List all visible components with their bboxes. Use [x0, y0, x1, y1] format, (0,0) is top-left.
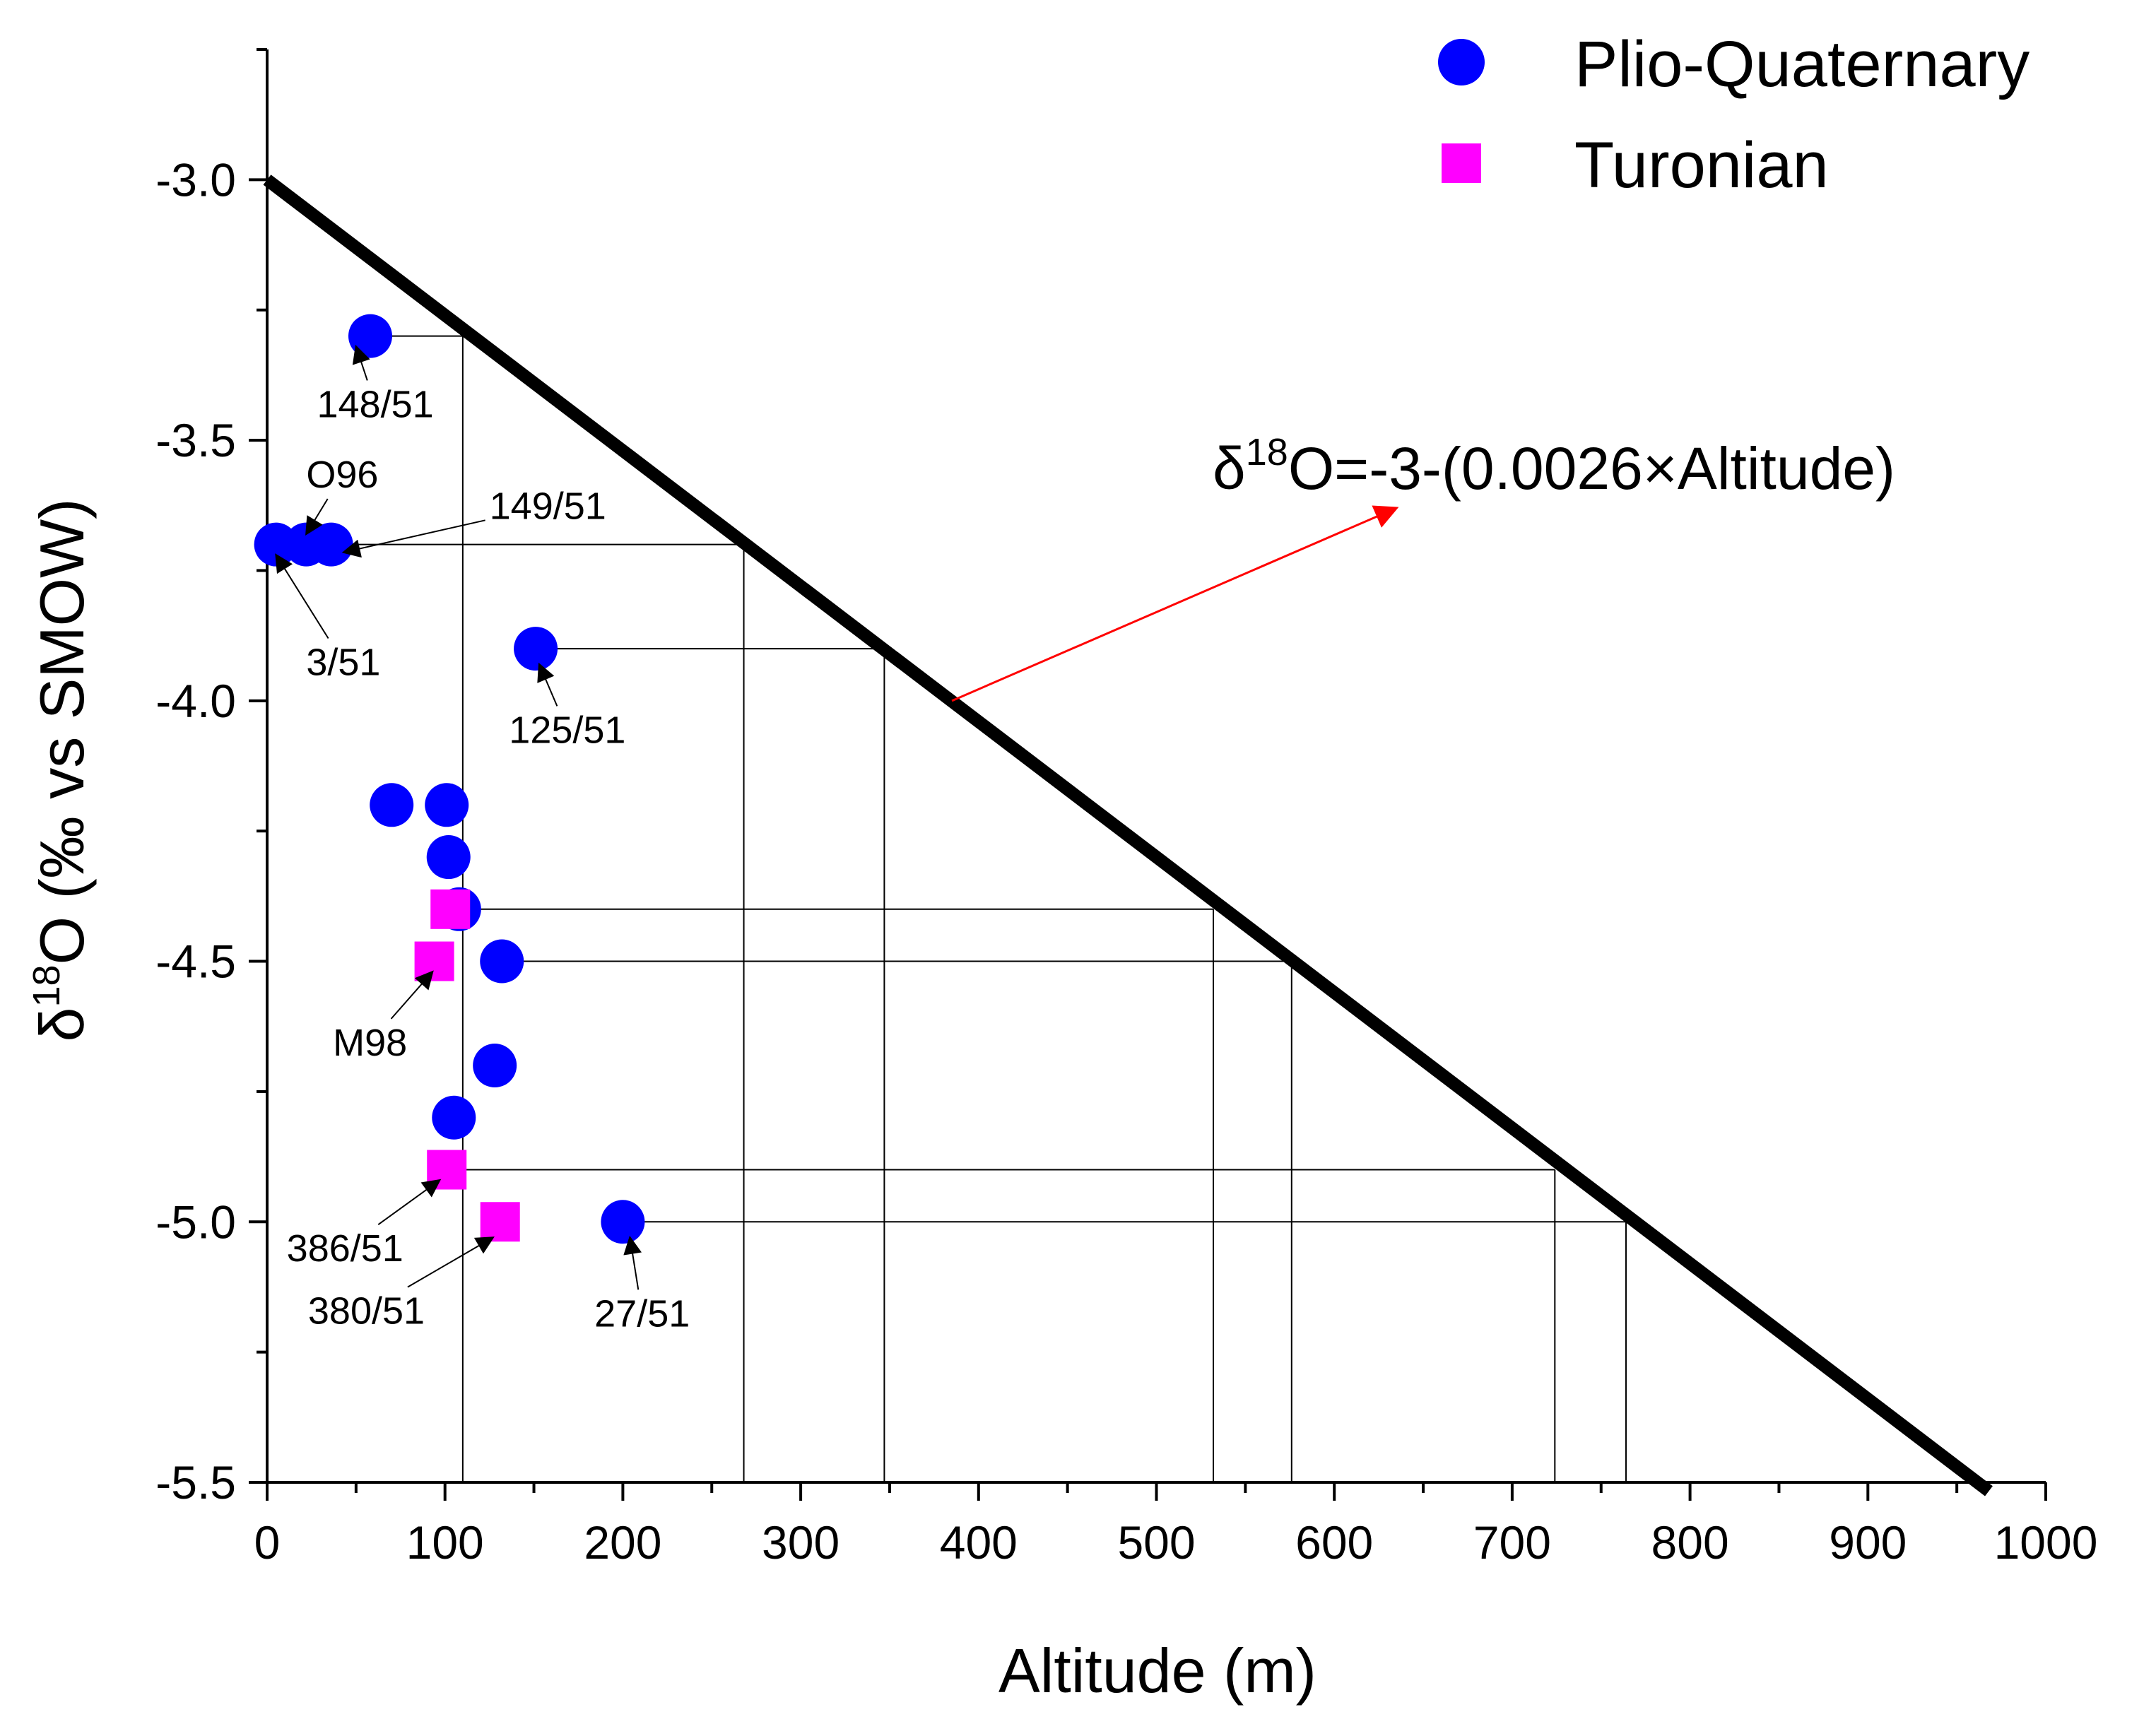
annotation-label-m98: M98	[333, 1022, 407, 1064]
y-tick-label--4.5: -4.5	[155, 935, 236, 988]
annotations: 148/51 O96 149/51 3/51 125/51 M98 386/51 380/51…	[275, 344, 690, 1335]
annotation-arrow-149-51	[341, 519, 485, 558]
point-turonian-0	[430, 889, 471, 929]
regression-line	[263, 175, 1993, 1496]
legend-label-plio-quaternary: Plio-Quaternary	[1574, 28, 2030, 100]
y-tick-label--5.5: -5.5	[155, 1456, 236, 1508]
y-tick-label--4: -4.0	[155, 675, 236, 727]
annotation-arrow-148-51	[352, 344, 370, 381]
x-tick-label-600: 600	[1295, 1516, 1373, 1569]
x-tick-label-900: 900	[1829, 1516, 1907, 1569]
annotation-arrow-380-51	[407, 1236, 495, 1288]
y-axis-title: δ18O (‰ vs SMOW)	[25, 499, 97, 1042]
x-tick-label-1000: 1000	[1994, 1516, 2098, 1569]
annotation-arrow-386-51	[377, 1179, 442, 1225]
x-tick-label-100: 100	[406, 1516, 484, 1569]
y-tick-label--3.5: -3.5	[155, 414, 236, 466]
x-tick-label-400: 400	[940, 1516, 1018, 1569]
point-plio-quaternary-10	[473, 1044, 517, 1088]
point-plio-quaternary-7	[426, 835, 471, 880]
x-tick-label-0: 0	[254, 1516, 281, 1569]
point-plio-quaternary-11	[432, 1095, 476, 1140]
annotation-label-386-51: 386/51	[287, 1227, 403, 1270]
annotation-arrow-m98	[390, 970, 434, 1020]
legend-marker-turonian	[1442, 143, 1481, 183]
point-plio-quaternary-0	[348, 314, 392, 358]
point-plio-quaternary-12	[601, 1200, 645, 1244]
projection-lines	[331, 335, 1627, 1482]
x-tick-label-800: 800	[1651, 1516, 1729, 1569]
annotation-label-27-51: 27/51	[594, 1292, 690, 1335]
x-axis-title: Altitude (m)	[999, 1636, 1316, 1706]
legend: Plio-Quaternary Turonian	[1438, 28, 2030, 201]
x-tick-label-300: 300	[762, 1516, 840, 1569]
point-plio-quaternary-9	[480, 939, 524, 984]
annotation-arrow-125-51	[537, 662, 558, 707]
x-tick-label-700: 700	[1473, 1516, 1551, 1569]
point-plio-quaternary-6	[425, 783, 469, 827]
annotation-arrow-27-51	[623, 1235, 642, 1290]
legend-marker-plio-quaternary	[1438, 39, 1485, 85]
annotation-arrow-3-51	[275, 553, 329, 639]
annotation-label-125-51: 125/51	[509, 709, 625, 751]
point-turonian-3	[480, 1202, 520, 1242]
axes: 0 100 200 300 400 500 600 700 800 900 1000 -3.0 -3.5…	[155, 48, 2098, 1569]
annotation-label-148-51: 148/51	[317, 383, 433, 425]
equation-pointer-arrow	[951, 505, 1399, 702]
point-plio-quaternary-5	[370, 783, 414, 827]
annotation-label-149-51: 149/51	[490, 485, 606, 527]
point-turonian-1	[414, 941, 454, 981]
point-plio-quaternary-3	[309, 522, 353, 567]
annotation-label-380-51: 380/51	[308, 1290, 425, 1333]
regression-layer	[263, 175, 1993, 1496]
annotation-label-3-51: 3/51	[306, 642, 380, 684]
point-turonian-2	[427, 1150, 467, 1190]
x-tick-label-500: 500	[1117, 1516, 1195, 1569]
point-plio-quaternary-4	[514, 627, 558, 671]
x-tick-label-200: 200	[584, 1516, 661, 1569]
legend-label-turonian: Turonian	[1574, 129, 1829, 201]
y-tick-label--3: -3.0	[155, 153, 236, 206]
y-tick-label--5: -5.0	[155, 1195, 236, 1248]
regression-equation: δ18O=-3-(0.0026×Altitude)	[1213, 431, 1895, 502]
annotation-label-o96: O96	[306, 454, 378, 496]
annotation-arrow-o96	[305, 498, 329, 536]
